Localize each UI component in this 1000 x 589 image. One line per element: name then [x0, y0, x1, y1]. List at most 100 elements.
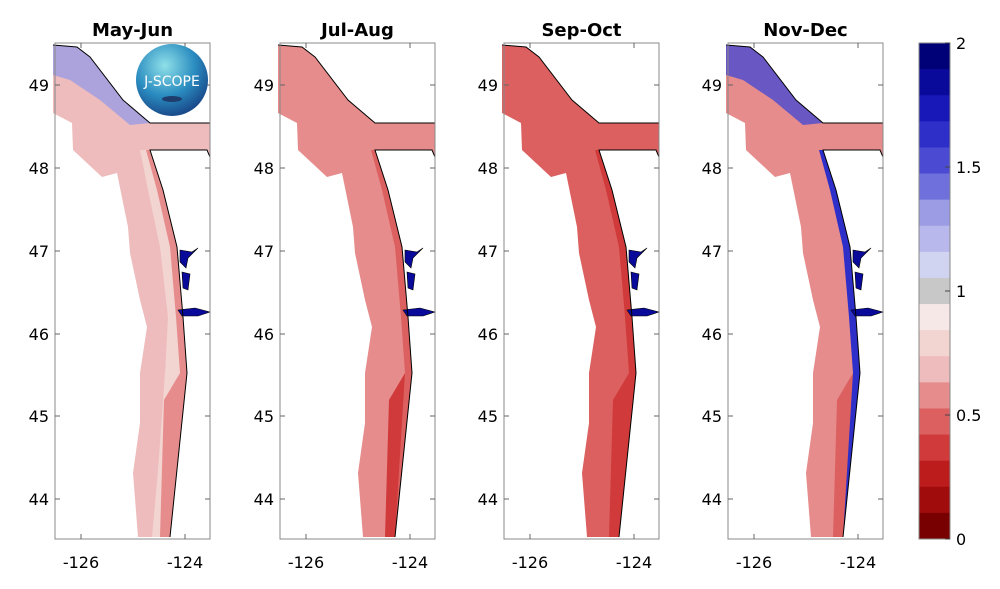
lat-tick-label: 45 [702, 407, 722, 426]
estuary [406, 271, 416, 291]
colorbar-segment [919, 121, 950, 148]
coastline [149, 149, 211, 538]
coastline [598, 149, 660, 538]
estuary [179, 247, 199, 269]
axes-frame [727, 42, 884, 540]
colorbar-segment [919, 251, 950, 279]
estuary [181, 271, 191, 291]
axes-frame [54, 42, 211, 540]
panel-title: Nov-Dec [763, 20, 847, 41]
southern-nearshore-band [609, 373, 629, 537]
lat-tick-label: 47 [478, 242, 498, 261]
colorbar-segment [919, 304, 950, 331]
lat-tick-label: 44 [702, 490, 722, 509]
lon-tick-label: -126 [288, 553, 324, 572]
colorbar-segment [919, 408, 950, 436]
panel-title: May-Jun [92, 20, 173, 41]
colorbar-tick-label: 2 [956, 34, 966, 53]
colorbar-segment [919, 486, 950, 514]
colorbar-tick-label: 0 [956, 530, 966, 549]
colorbar-segment [919, 147, 950, 175]
lon-tick-label: -126 [736, 553, 772, 572]
lat-tick-label: 47 [29, 242, 49, 261]
coastline-north [52, 44, 210, 124]
northern-band [502, 45, 599, 125]
j-scope-logo: J-SCOPE [136, 44, 208, 116]
axes-frame [503, 42, 660, 540]
lat-tick-label: 48 [254, 159, 274, 178]
colorbar-tick-label: 1 [956, 282, 966, 301]
southern-nearshore-band [385, 373, 405, 537]
colorbar-segment [919, 277, 950, 305]
lat-tick-label: 48 [702, 159, 722, 178]
colorbar-tick-label: 0.5 [956, 406, 981, 425]
estuary [630, 271, 640, 291]
lon-tick-label: -124 [840, 553, 876, 572]
lat-tick-label: 45 [29, 407, 49, 426]
lat-tick-label: 44 [478, 490, 498, 509]
lat-tick-label: 47 [254, 242, 274, 261]
estuary [626, 307, 661, 317]
coastline [822, 149, 884, 538]
lat-tick-label: 49 [254, 76, 274, 95]
lat-tick-label: 46 [478, 325, 498, 344]
colorbar-segment [919, 95, 950, 122]
axes-frame [279, 42, 436, 540]
coastline-north [501, 44, 659, 124]
lat-tick-label: 49 [702, 76, 722, 95]
lat-tick-label: 48 [29, 159, 49, 178]
lat-tick-label: 45 [478, 407, 498, 426]
lon-tick-label: -124 [392, 553, 428, 572]
lat-tick-label: 44 [29, 490, 49, 509]
colorbar-segment [919, 43, 950, 70]
colorbar-segment [919, 512, 950, 540]
coastline-north [277, 44, 435, 124]
coastline-north [725, 44, 883, 124]
lat-tick-label: 49 [478, 76, 498, 95]
colorbar-segment [919, 460, 950, 488]
map-panel: Jul-Aug 49 48 47 46 45 44 -126 -124 [254, 20, 437, 572]
map-panel: Sep-Oct 49 48 47 46 45 44 -126 -124 [478, 20, 661, 572]
northern-band [726, 45, 823, 125]
lon-tick-label: -124 [616, 553, 652, 572]
colorbar-segment [919, 382, 950, 409]
colorbar-tick-label: 1.5 [956, 158, 981, 177]
lat-tick-label: 46 [29, 325, 49, 344]
logo-globe [136, 44, 208, 116]
colorbar-segment [919, 173, 950, 201]
colorbar-segment [919, 69, 950, 96]
estuary [177, 307, 212, 317]
lat-tick-label: 45 [254, 407, 274, 426]
logo-text: J-SCOPE [143, 74, 200, 90]
colorbar-segment [919, 199, 950, 227]
panel-title: Sep-Oct [541, 20, 621, 41]
coastline [374, 149, 436, 538]
lat-tick-label: 44 [254, 490, 274, 509]
estuary [850, 307, 885, 317]
colorbar-segment [919, 330, 950, 357]
map-panel: May-Jun 49 48 47 46 45 44 -126 -124 [29, 20, 212, 572]
lat-tick-label: 46 [702, 325, 722, 344]
colorbar-segment [919, 434, 950, 462]
northern-band [53, 45, 150, 125]
lat-tick-label: 48 [478, 159, 498, 178]
lat-tick-label: 47 [702, 242, 722, 261]
lon-tick-label: -124 [167, 553, 203, 572]
estuary [402, 307, 437, 317]
estuary [852, 247, 872, 269]
panel-title: Jul-Aug [319, 20, 394, 41]
lon-tick-label: -126 [63, 553, 99, 572]
colorbar-segment [919, 225, 950, 253]
estuary [854, 271, 864, 291]
lon-tick-label: -126 [512, 553, 548, 572]
map-panel: Nov-Dec 49 48 47 46 45 44 -126 -124 [702, 20, 885, 572]
estuary [628, 247, 648, 269]
lat-tick-label: 46 [254, 325, 274, 344]
colorbar-segment [919, 356, 950, 383]
estuary [404, 247, 424, 269]
northern-band [278, 45, 375, 125]
fish-icon [162, 96, 182, 102]
colorbar: 2 1.5 1 0.5 0 [918, 34, 981, 549]
southern-nearshore-band [833, 373, 853, 537]
